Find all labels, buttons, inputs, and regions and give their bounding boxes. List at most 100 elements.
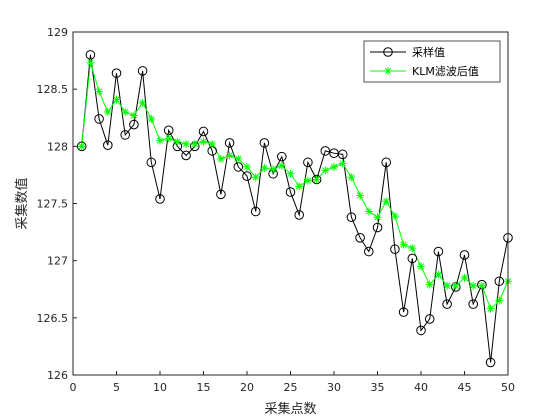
filtered-point: [295, 182, 304, 191]
filtered-point: [112, 95, 121, 104]
x-tick-label: 15: [197, 381, 211, 394]
raw-point: [181, 150, 191, 161]
raw-point: [390, 244, 400, 255]
filtered-point: [373, 213, 382, 222]
filtered-point: [182, 140, 191, 149]
y-tick-label: 128: [47, 140, 68, 153]
x-tick-label: 5: [113, 381, 120, 394]
filtered-point: [399, 240, 408, 249]
raw-series-line: [81, 54, 509, 363]
raw-point: [259, 138, 270, 148]
raw-point: [337, 149, 348, 160]
raw-point: [416, 325, 426, 336]
y-tick-label: 127.5: [37, 198, 69, 211]
legend-raw-label: 采样值: [412, 45, 445, 59]
filtered-point: [208, 140, 217, 149]
legend-raw-marker: [383, 47, 393, 57]
filtered-point: [312, 175, 321, 184]
series-layer: [76, 50, 513, 368]
raw-point: [294, 210, 305, 220]
raw-point: [468, 299, 479, 309]
raw-point: [242, 171, 252, 181]
filtered-point: [156, 136, 164, 145]
filtered-point: [330, 162, 338, 171]
raw-point: [485, 357, 496, 368]
filtered-point: [216, 154, 225, 163]
filtered-point: [425, 280, 434, 289]
raw-point: [398, 307, 409, 317]
filtered-point: [199, 137, 208, 146]
x-tick-label: 20: [240, 381, 254, 394]
filtered-point: [347, 173, 356, 182]
filtered-point: [486, 304, 495, 313]
raw-point: [346, 212, 357, 223]
filtered-point: [321, 166, 330, 175]
y-tick-label: 128.5: [37, 83, 69, 96]
filtered-point: [251, 173, 260, 182]
x-tick-label: 50: [501, 381, 515, 394]
filtered-point: [286, 169, 295, 178]
filtered-point: [451, 281, 460, 290]
raw-point: [216, 189, 226, 200]
raw-point: [224, 138, 235, 148]
raw-point: [355, 233, 365, 243]
raw-point: [364, 246, 374, 257]
raw-point: [198, 126, 209, 137]
raw-point: [407, 253, 418, 264]
filtered-point: [443, 281, 452, 290]
filtered-point: [129, 111, 138, 120]
filtered-point: [469, 281, 478, 290]
x-tick-label: 25: [284, 381, 298, 394]
filtered-point: [477, 281, 486, 290]
legend-filtered-marker: [384, 67, 392, 75]
legend: 采样值 KLM滤波后值: [363, 40, 501, 83]
raw-point: [320, 146, 331, 156]
raw-point: [250, 206, 261, 217]
x-tick-label: 10: [153, 381, 167, 394]
filtered-point: [103, 108, 112, 117]
raw-point: [381, 157, 392, 168]
filtered-point: [86, 58, 95, 67]
x-tick-label: 40: [414, 381, 428, 394]
filtered-point: [356, 191, 365, 200]
raw-point: [120, 130, 130, 140]
plot-frame: [72, 31, 509, 376]
y-tick-label: 126: [47, 369, 68, 382]
filtered-point: [138, 98, 147, 107]
ticks-layer: 0 5 10 15 20 25 30 35 40 45 50 126 126.5 127 127.5 128 1…: [37, 26, 516, 394]
y-axis-label: 采集数值: [14, 177, 30, 229]
raw-point: [111, 68, 122, 78]
raw-point: [442, 299, 452, 309]
x-axis-label: 采集点数: [264, 401, 316, 417]
filtered-point: [121, 108, 130, 117]
raw-point: [94, 114, 104, 124]
filtered-point: [338, 159, 347, 168]
filtered-point: [77, 142, 86, 151]
filtered-point: [95, 87, 104, 96]
filtered-point: [190, 140, 199, 149]
filtered-point: [164, 134, 173, 143]
filtered-point: [434, 270, 443, 279]
raw-point: [155, 194, 165, 204]
filtered-point: [303, 176, 312, 185]
raw-point: [459, 250, 470, 260]
raw-point: [311, 174, 322, 185]
filtered-point: [243, 162, 251, 171]
filtered-point: [495, 296, 504, 305]
x-tick-label: 35: [371, 381, 385, 394]
raw-point: [494, 276, 505, 287]
filtered-point: [225, 151, 234, 160]
x-tick-label: 30: [327, 381, 341, 394]
raw-point: [137, 66, 148, 76]
raw-point: [285, 187, 296, 197]
raw-point: [103, 140, 113, 150]
raw-point: [76, 141, 87, 152]
filtered-point: [382, 197, 391, 206]
raw-point: [372, 222, 383, 233]
x-tick-label: 45: [458, 381, 472, 394]
filtered-point: [408, 244, 417, 253]
filtered-point: [417, 262, 425, 271]
filtered-point: [234, 154, 243, 163]
raw-point: [424, 314, 435, 324]
